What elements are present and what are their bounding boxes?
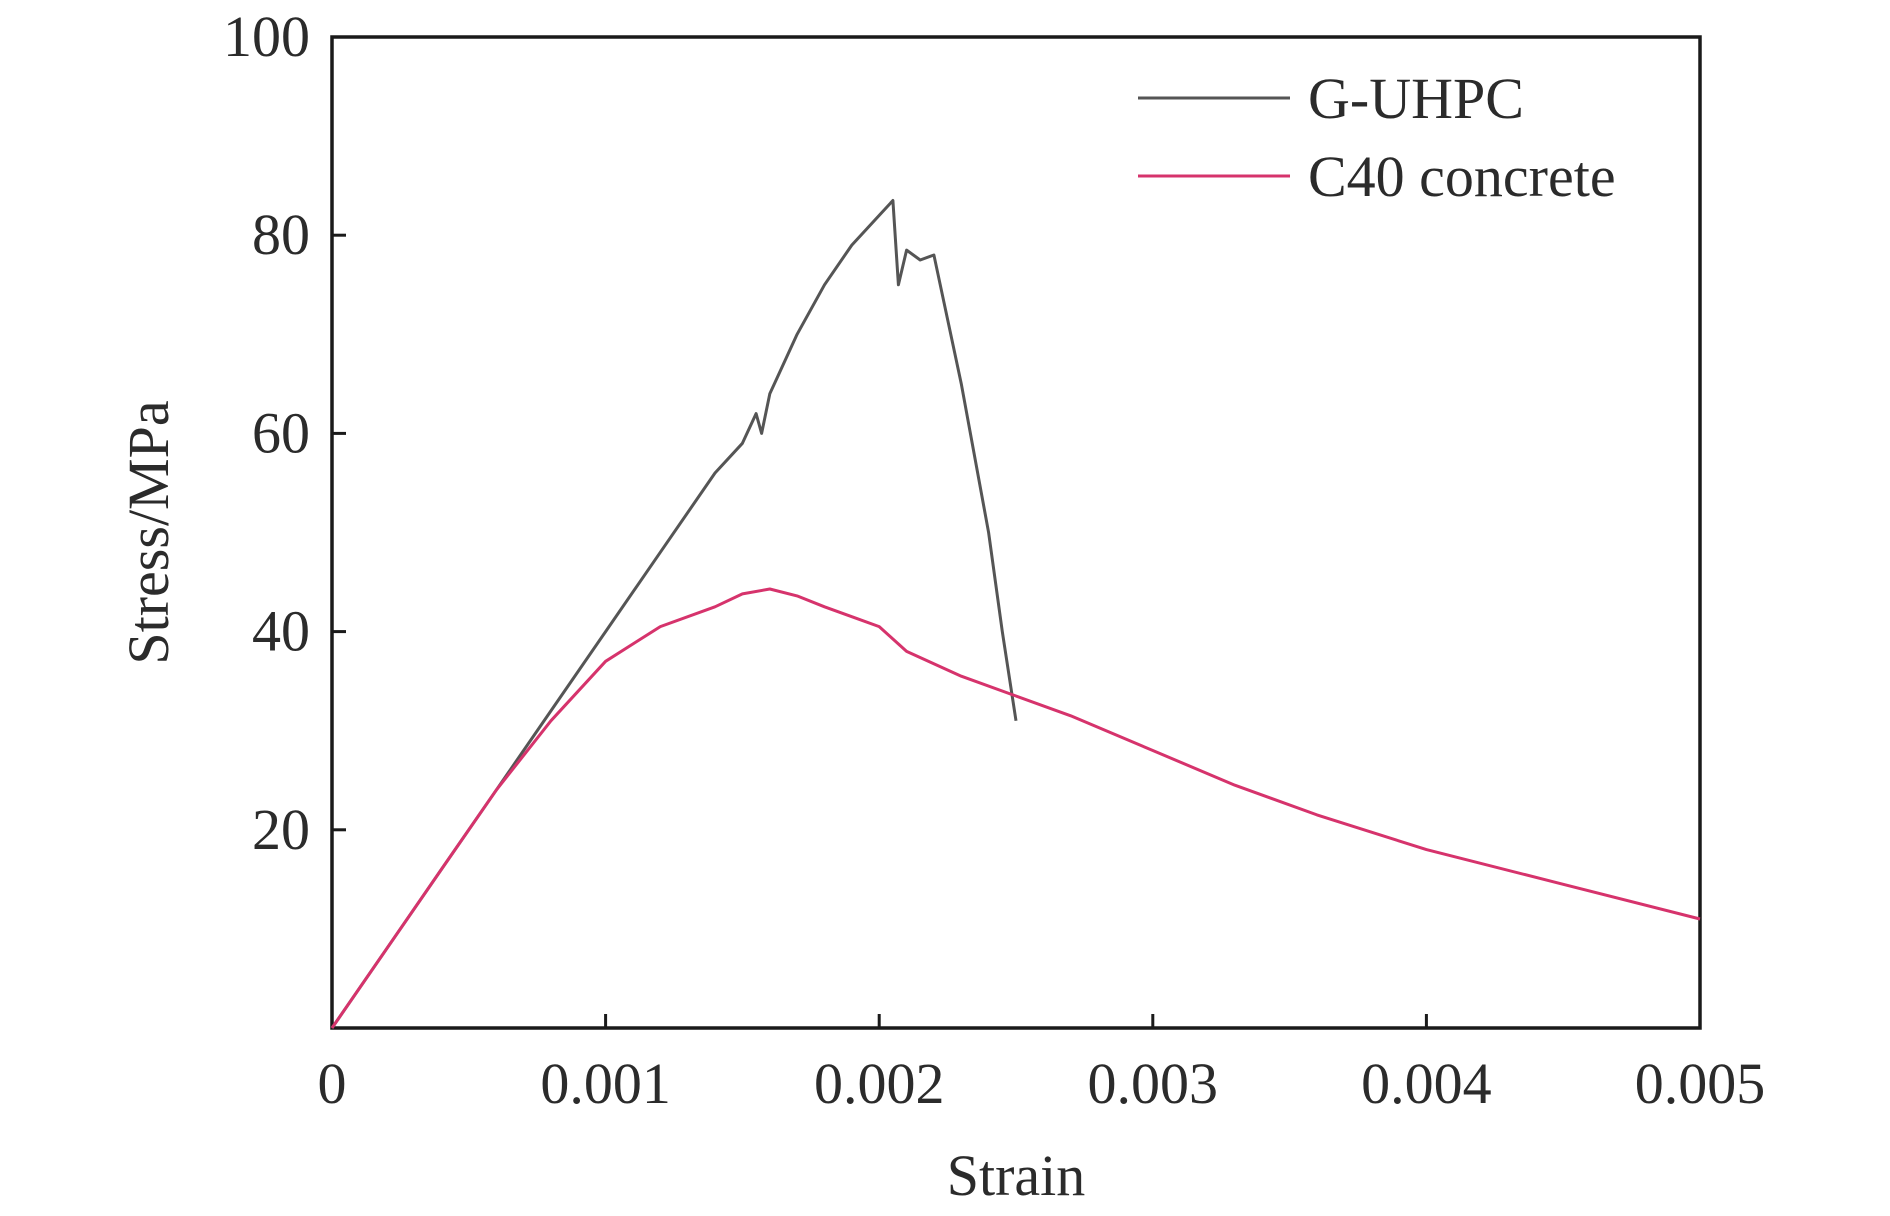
legend-label-c40-concrete: C40 concrete: [1308, 144, 1616, 209]
legend-label-g-uhpc: G-UHPC: [1308, 66, 1524, 131]
y-tick-label: 80: [252, 202, 310, 267]
x-tick-label: 0.001: [540, 1051, 671, 1116]
y-tick-label: 100: [223, 4, 310, 69]
x-axis-label: Strain: [947, 1143, 1086, 1208]
legend: G-UHPC C40 concrete: [1138, 66, 1616, 209]
y-tick-label: 60: [252, 400, 310, 465]
y-axis-label: Stress/MPa: [116, 400, 181, 664]
x-tick-label: 0.004: [1361, 1051, 1492, 1116]
series-line-g-uhpc: [330, 199, 1018, 1029]
x-tick-label: 0.003: [1088, 1051, 1219, 1116]
series-layer: [330, 199, 1701, 1029]
x-tick-label: 0: [318, 1051, 347, 1116]
x-tick-label: 0.005: [1635, 1051, 1766, 1116]
y-tick-label: 20: [252, 797, 310, 862]
plot-area: [330, 35, 1702, 1030]
x-tick-label: 0.002: [814, 1051, 945, 1116]
ticks-layer: 0 0.001 0.002 0.003 0.004 0.005 20 40 60 80 100: [223, 4, 1765, 1116]
y-tick-label: 40: [252, 599, 310, 664]
series-line-c40-concrete: [330, 587, 1701, 1029]
plot-frame: [330, 35, 1702, 1030]
